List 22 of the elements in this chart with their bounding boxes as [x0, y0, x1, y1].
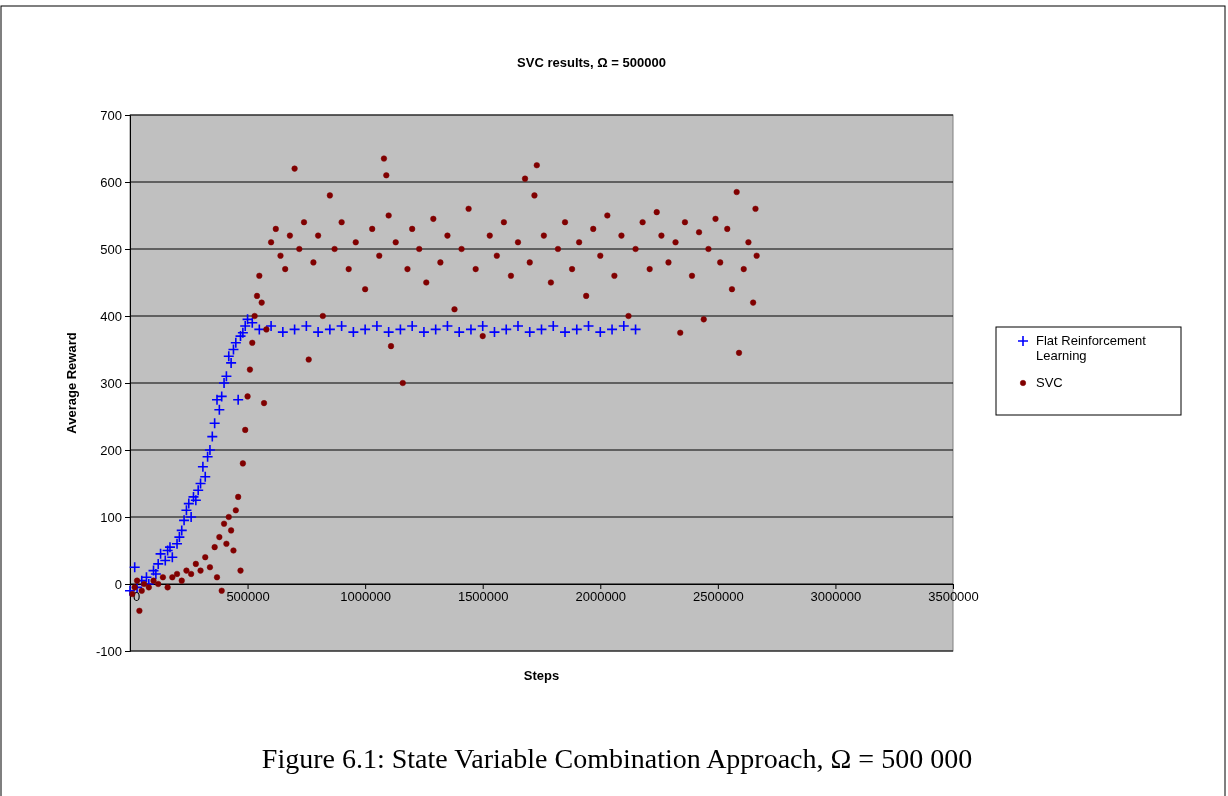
- x-tick-label: 2500000: [693, 589, 744, 605]
- chart-title: SVC results, Ω = 500000: [517, 55, 666, 70]
- y-tick-label: 600: [100, 174, 122, 190]
- y-tick-label: 400: [100, 308, 122, 324]
- y-tick-label: 700: [100, 107, 122, 123]
- y-axis-title: Average Reward: [64, 332, 79, 434]
- caption: Figure 6.1: State Variable Combination Approach, Ω = 500 000: [261, 743, 973, 774]
- y-tick-label: -100: [95, 643, 122, 659]
- x-axis-title: Steps: [523, 668, 560, 683]
- x-tick-label: 3000000: [810, 589, 862, 605]
- x-tick-label: 2000000: [575, 589, 627, 605]
- legend-label: SVC: [1036, 375, 1063, 390]
- y-tick-label: 0: [114, 576, 122, 592]
- y-tick-label: 300: [100, 375, 122, 391]
- y-tick-label: 200: [100, 442, 122, 458]
- x-tick-label: 500000: [226, 589, 270, 605]
- y-tick-label: 500: [100, 241, 122, 257]
- legend-label: Flat Reinforcement Learning: [1036, 333, 1147, 363]
- x-tick-label: 1500000: [457, 589, 509, 605]
- x-tick-label: 1000000: [340, 589, 391, 605]
- y-tick-label: 100: [100, 509, 122, 525]
- x-tick-label: 3500000: [928, 589, 979, 605]
